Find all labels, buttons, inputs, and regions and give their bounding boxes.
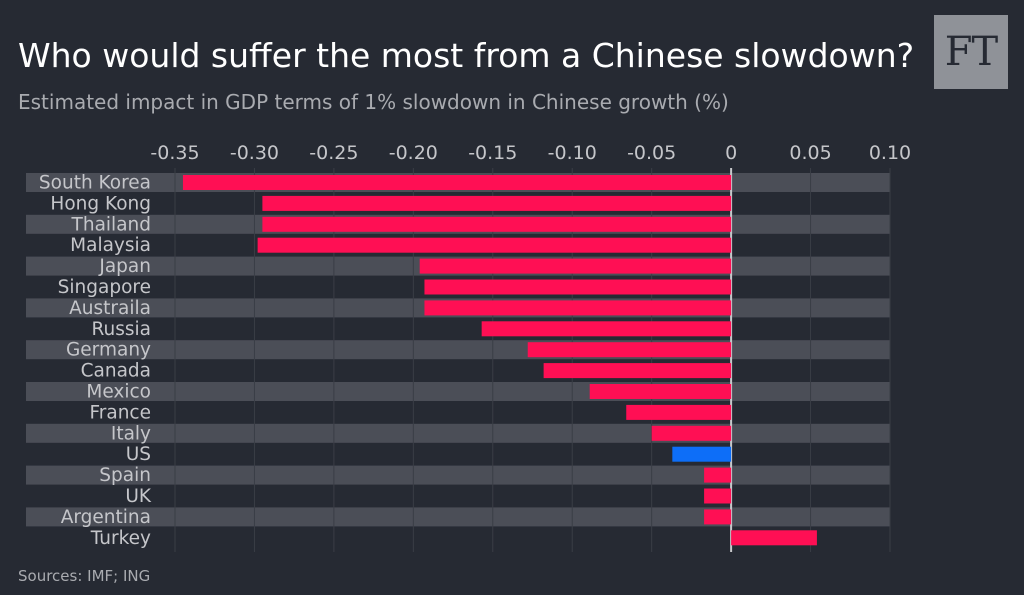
row-band: [26, 423, 890, 443]
bar: [419, 258, 732, 274]
bar: [424, 279, 732, 295]
x-tick-label: -0.05: [627, 142, 676, 164]
bar: [527, 342, 732, 358]
bar: [626, 404, 732, 420]
bar: [182, 175, 732, 190]
x-tick-label: 0.05: [789, 142, 831, 164]
x-tick-label: -0.35: [150, 142, 199, 164]
category-label: Spain: [99, 465, 151, 486]
category-label: Hong Kong: [50, 193, 151, 214]
category-label: Singapore: [58, 277, 151, 298]
bar-chart: -0.35 -0.30 -0.25 -0.20 -0.15 -0.10 -0.05 0 0.05…: [26, 142, 911, 552]
bar: [672, 446, 732, 462]
bar: [704, 467, 732, 483]
row-band: [26, 382, 890, 401]
category-label: Malaysia: [70, 235, 151, 256]
bar: [589, 384, 732, 399]
x-tick-label: 0: [725, 142, 737, 164]
x-tick-label: -0.30: [230, 142, 279, 164]
category-label: Germany: [66, 340, 151, 361]
bar: [262, 195, 732, 211]
category-label: South Korea: [39, 173, 151, 194]
x-tick-label: -0.20: [389, 142, 438, 164]
bar: [481, 321, 732, 337]
category-label: Thailand: [71, 214, 151, 235]
chart-subtitle: Estimated impact in GDP terms of 1% slow…: [18, 90, 729, 114]
category-label: Mexico: [86, 382, 151, 403]
row-band: [26, 507, 890, 527]
category-label: Austraila: [69, 298, 151, 319]
bar: [262, 216, 732, 232]
ft-logo-text: FT: [944, 29, 998, 75]
bar: [731, 530, 817, 546]
category-label: Italy: [111, 423, 151, 444]
category-label: Argentina: [61, 507, 151, 528]
category-label: US: [126, 444, 151, 465]
bar: [704, 488, 732, 504]
row-band: [26, 465, 890, 485]
bar: [543, 363, 732, 379]
bar: [704, 509, 732, 525]
bar: [651, 425, 732, 441]
source-note: Sources: IMF; ING: [18, 567, 151, 585]
bar: [257, 237, 732, 253]
category-label: France: [89, 402, 151, 423]
x-tick-label: -0.10: [548, 142, 597, 164]
x-tick-label: 0.10: [869, 142, 911, 164]
category-label: Russia: [91, 319, 151, 340]
category-label: UK: [125, 486, 152, 507]
x-tick-label: -0.25: [309, 142, 358, 164]
category-label: Japan: [98, 256, 151, 277]
row-band: [26, 340, 890, 360]
ft-logo: FT: [934, 15, 1008, 89]
chart-title: Who would suffer the most from a Chinese…: [18, 36, 915, 75]
bar: [424, 300, 732, 316]
category-label: Canada: [81, 361, 151, 382]
x-tick-label: -0.15: [468, 142, 517, 164]
category-label: Turkey: [90, 528, 151, 549]
